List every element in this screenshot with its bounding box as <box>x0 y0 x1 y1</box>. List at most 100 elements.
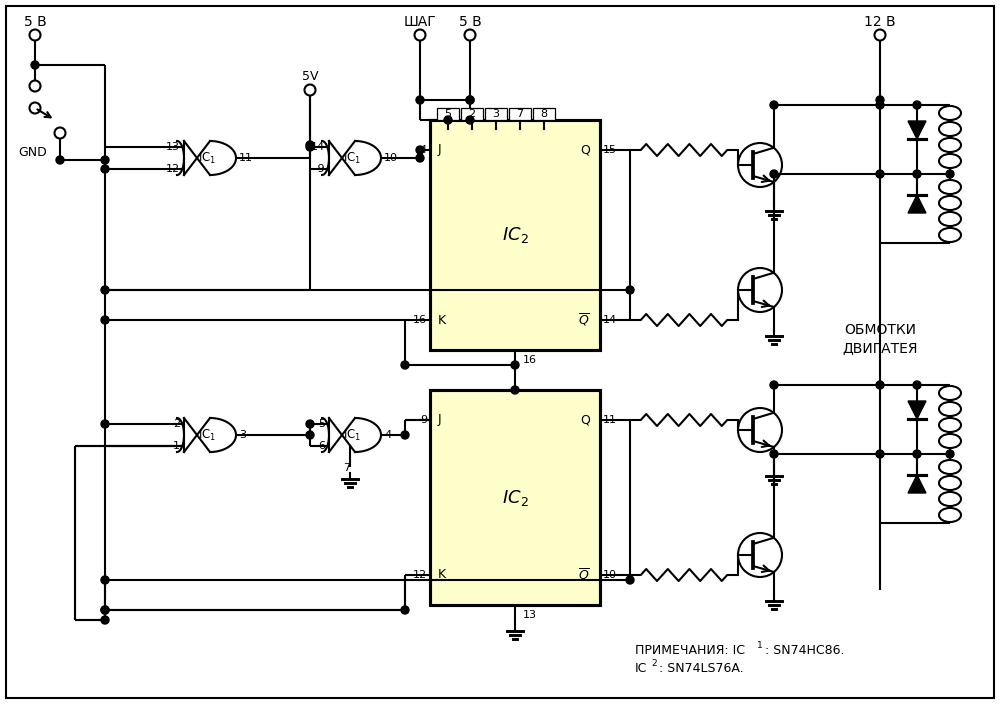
Circle shape <box>416 96 424 104</box>
Text: GND: GND <box>18 146 47 160</box>
Circle shape <box>770 450 778 458</box>
Text: 13: 13 <box>166 142 180 152</box>
Text: 13: 13 <box>523 610 537 620</box>
Text: 7: 7 <box>516 109 524 119</box>
Text: IC$_1$: IC$_1$ <box>198 151 216 165</box>
Circle shape <box>101 165 109 173</box>
Circle shape <box>770 381 778 389</box>
Bar <box>533 108 555 120</box>
Circle shape <box>101 576 109 584</box>
Text: 4: 4 <box>420 145 427 155</box>
Circle shape <box>101 156 109 164</box>
Text: IC$_1$: IC$_1$ <box>343 151 361 165</box>
Text: 2: 2 <box>468 109 476 119</box>
Text: 2: 2 <box>651 659 657 668</box>
Circle shape <box>876 170 884 178</box>
Text: 16: 16 <box>523 355 537 365</box>
Text: 15: 15 <box>603 145 617 155</box>
Text: J: J <box>438 413 442 427</box>
Circle shape <box>101 606 109 614</box>
Text: 12: 12 <box>413 570 427 580</box>
Circle shape <box>770 170 778 178</box>
Circle shape <box>913 170 921 178</box>
Text: 6: 6 <box>318 441 325 451</box>
Circle shape <box>626 286 634 294</box>
Circle shape <box>401 431 409 439</box>
Text: 12: 12 <box>166 164 180 174</box>
Text: 5V: 5V <box>302 70 318 84</box>
Circle shape <box>56 156 64 164</box>
Text: IC$_1$: IC$_1$ <box>198 427 216 443</box>
Circle shape <box>913 381 921 389</box>
Circle shape <box>306 420 314 428</box>
Text: 1: 1 <box>173 441 180 451</box>
Text: $\overline{Q}$: $\overline{Q}$ <box>578 567 590 583</box>
Text: ДВИГАТЕЯ: ДВИГАТЕЯ <box>842 341 918 355</box>
Text: 9: 9 <box>314 164 325 174</box>
Text: J: J <box>438 144 442 156</box>
Circle shape <box>306 141 314 149</box>
Text: 5: 5 <box>318 419 325 429</box>
Text: ОБМОТКИ: ОБМОТКИ <box>844 323 916 337</box>
Circle shape <box>444 116 452 124</box>
Text: IC$_2$: IC$_2$ <box>502 225 528 245</box>
Text: IC: IC <box>635 662 647 674</box>
Circle shape <box>876 101 884 109</box>
Text: 5 В: 5 В <box>24 15 46 29</box>
Circle shape <box>101 606 109 614</box>
Text: 5: 5 <box>444 109 452 119</box>
Circle shape <box>416 154 424 162</box>
Circle shape <box>416 146 424 154</box>
Bar <box>430 390 600 605</box>
Text: 16: 16 <box>413 315 427 325</box>
Text: K: K <box>438 569 446 582</box>
Text: IC$_1$: IC$_1$ <box>343 427 361 443</box>
Circle shape <box>401 606 409 614</box>
Text: : SN74HC86.: : SN74HC86. <box>765 643 844 657</box>
Text: Q: Q <box>580 413 590 427</box>
Text: IC$_2$: IC$_2$ <box>502 487 528 508</box>
Text: $\overline{Q}$: $\overline{Q}$ <box>578 312 590 328</box>
Circle shape <box>306 431 314 439</box>
Text: 10: 10 <box>603 570 617 580</box>
Circle shape <box>466 116 474 124</box>
Circle shape <box>511 386 519 394</box>
Text: 2: 2 <box>173 419 180 429</box>
Text: 10: 10 <box>384 153 398 163</box>
Circle shape <box>770 101 778 109</box>
Circle shape <box>101 286 109 294</box>
Text: 11: 11 <box>239 153 253 163</box>
Circle shape <box>511 361 519 369</box>
Circle shape <box>626 576 634 584</box>
Text: 9: 9 <box>420 415 427 425</box>
Bar <box>485 108 507 120</box>
Polygon shape <box>908 121 926 139</box>
Text: 14: 14 <box>311 142 325 152</box>
Text: 4: 4 <box>384 430 391 440</box>
Circle shape <box>466 96 474 104</box>
Circle shape <box>913 450 921 458</box>
Bar <box>437 108 459 120</box>
Circle shape <box>876 381 884 389</box>
Text: 11: 11 <box>603 415 617 425</box>
Circle shape <box>101 420 109 428</box>
Circle shape <box>876 96 884 104</box>
Text: 7: 7 <box>343 463 350 473</box>
Text: 14: 14 <box>603 315 617 325</box>
Bar <box>430 120 600 350</box>
Text: 8: 8 <box>540 109 548 119</box>
Bar <box>509 108 531 120</box>
Circle shape <box>876 450 884 458</box>
Circle shape <box>913 101 921 109</box>
Circle shape <box>101 316 109 324</box>
Text: 5 В: 5 В <box>459 15 481 29</box>
Circle shape <box>466 96 474 104</box>
Bar <box>461 108 483 120</box>
Text: ШАГ: ШАГ <box>404 15 436 29</box>
Circle shape <box>946 450 954 458</box>
Text: 3: 3 <box>492 109 500 119</box>
Circle shape <box>946 170 954 178</box>
Text: 3: 3 <box>239 430 246 440</box>
Polygon shape <box>908 195 926 213</box>
Circle shape <box>306 143 314 151</box>
